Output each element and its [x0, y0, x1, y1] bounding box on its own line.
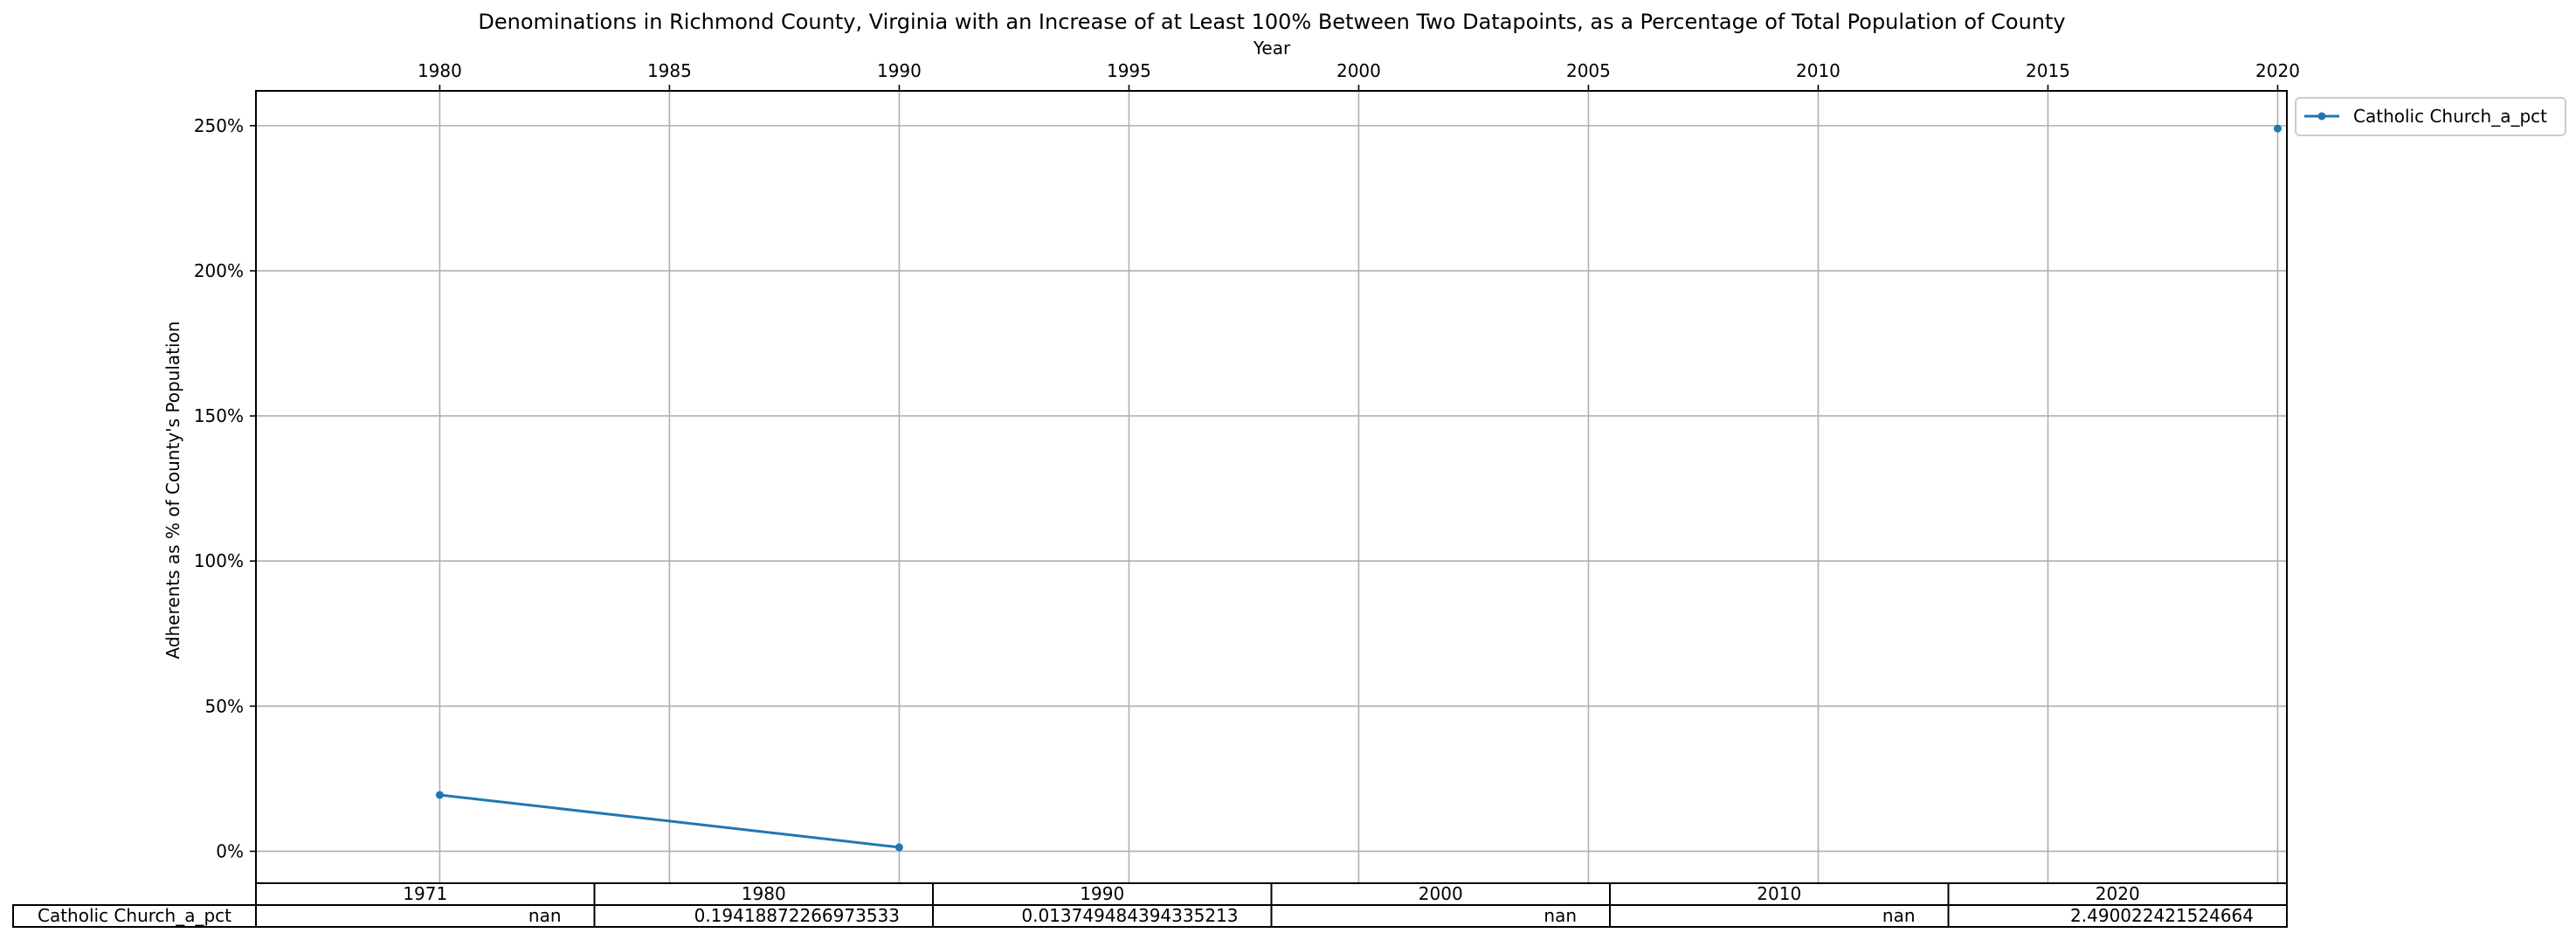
x-axis-ticks: 1980 1985 1990 1995 2000 2005 2010 2015 2020	[418, 60, 2300, 91]
table-row-label: Catholic Church_a_pct	[38, 905, 231, 926]
x-tick-label: 1985	[647, 60, 692, 81]
table-column-header: 2020	[2096, 883, 2140, 904]
y-tick-label: 250%	[194, 115, 244, 136]
y-axis-ticks: 0% 50% 100% 150% 200% 250%	[194, 115, 256, 861]
y-tick-label: 150%	[194, 405, 244, 426]
table-column-header: 2000	[1419, 883, 1463, 904]
table-cell-value: 0.19418872266973533	[694, 905, 900, 926]
table-cell	[1270, 904, 1611, 928]
table-cell-value: 0.013749484394335213	[1021, 905, 1238, 926]
x-tick-label: 1995	[1107, 60, 1151, 81]
table-column-header: 1980	[742, 883, 786, 904]
table-cell	[1947, 904, 2288, 928]
x-tick-label: 1990	[877, 60, 922, 81]
table-cell	[1609, 904, 1950, 928]
data-point	[2273, 124, 2282, 133]
grid	[256, 91, 2287, 883]
y-axis-label: Adherents as % of County's Population	[162, 321, 183, 659]
table-header-cell	[1947, 882, 2288, 906]
table-cell-value: 2.490022421524664	[2070, 905, 2254, 926]
y-tick-label: 100%	[194, 550, 244, 571]
table-header-cell	[593, 882, 934, 906]
chart-title: Denominations in Richmond County, Virgin…	[478, 10, 2065, 34]
y-tick-label: 0%	[216, 840, 244, 861]
y-tick-label: 200%	[194, 260, 244, 281]
table-row-label-cell	[12, 904, 257, 928]
x-axis-label: Year	[1253, 38, 1291, 59]
table-cell	[593, 904, 934, 928]
data-point	[435, 791, 444, 799]
x-tick-label: 1980	[418, 60, 462, 81]
table-column-header: 1971	[403, 883, 447, 904]
table-cell-value: nan	[1882, 905, 1916, 926]
data-point	[894, 843, 903, 852]
y-tick-label: 50%	[205, 695, 244, 716]
legend-marker	[2317, 112, 2326, 121]
table-header-cell	[1609, 882, 1950, 906]
table-cell-value: nan	[528, 905, 562, 926]
table-cell	[255, 904, 596, 928]
table-column-header: 1990	[1080, 883, 1124, 904]
legend-label: Catholic Church_a_pct	[2353, 106, 2547, 127]
table-header-cell	[255, 882, 596, 906]
data-table: 1971 1980 1990 2000 2010 2020 Catholic Church_…	[12, 882, 2288, 928]
legend: Catholic Church_a_pct	[2295, 97, 2566, 136]
x-tick-label: 2015	[2026, 60, 2070, 81]
table-cell	[932, 904, 1273, 928]
x-tick-label: 2005	[1566, 60, 1611, 81]
x-tick-label: 2020	[2255, 60, 2300, 81]
x-tick-label: 2010	[1796, 60, 1840, 81]
table-column-header: 2010	[1757, 883, 1801, 904]
plot-frame	[255, 90, 2288, 884]
legend-frame	[2295, 97, 2566, 136]
series-layer	[435, 124, 2282, 852]
x-tick-label: 2000	[1336, 60, 1381, 81]
series-line-segment	[439, 793, 900, 849]
table-cell-value: nan	[1544, 905, 1577, 926]
